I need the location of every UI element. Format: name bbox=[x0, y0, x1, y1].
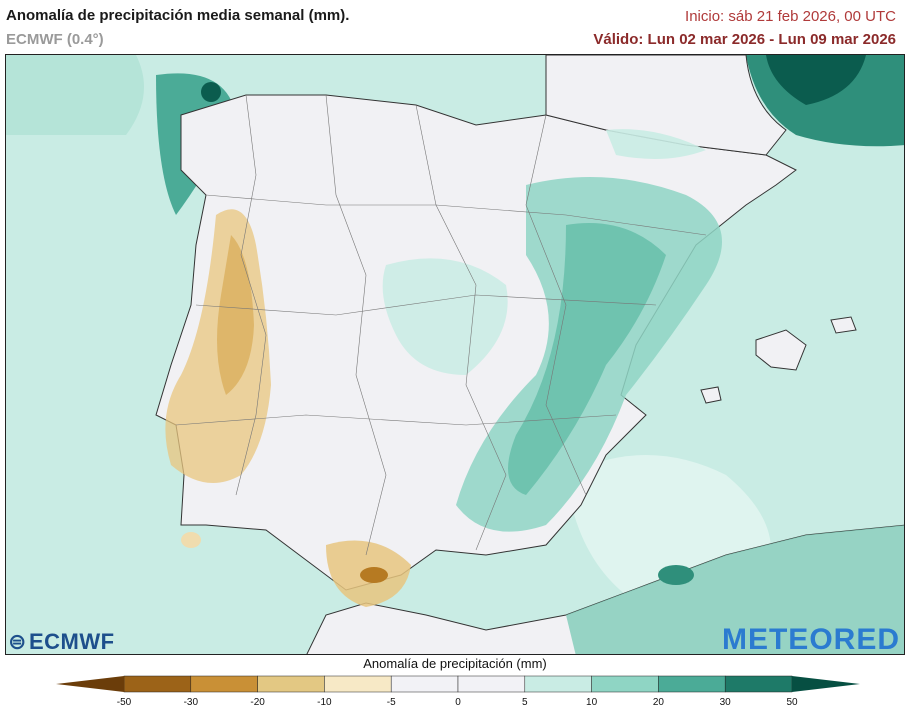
wet-galicia-core bbox=[201, 82, 221, 102]
colorbar-tick-label: -30 bbox=[183, 697, 199, 708]
precipitation-anomaly-map[interactable] bbox=[5, 54, 905, 655]
wet-center bbox=[382, 258, 508, 375]
colorbar-segments bbox=[123, 675, 793, 693]
map-title: Anomalía de precipitación media semanal … bbox=[6, 7, 350, 24]
colorbar-segment bbox=[524, 675, 592, 693]
ibiza bbox=[700, 386, 722, 404]
sea-north bbox=[6, 55, 144, 135]
colorbar-tick-label: 20 bbox=[652, 697, 664, 708]
colorbar-segment bbox=[257, 675, 325, 693]
wet-africa bbox=[566, 525, 904, 654]
init-time: Inicio: sáb 21 feb 2026, 00 UTC bbox=[685, 8, 896, 25]
colorbar-tick-label: -20 bbox=[250, 697, 265, 708]
colorbar-segment bbox=[190, 675, 258, 693]
ecmwf-icon: ⊜ bbox=[8, 629, 27, 654]
colorbar-tick-label: 0 bbox=[455, 697, 461, 708]
wet-lion-core bbox=[766, 55, 866, 105]
colorbar-arrow-right bbox=[792, 676, 860, 692]
colorbar-segment bbox=[591, 675, 659, 693]
colorbar-segment bbox=[324, 675, 392, 693]
colorbar-segment bbox=[123, 675, 192, 693]
legend-title: Anomalía de precipitación (mm) bbox=[363, 656, 547, 671]
map-canvas bbox=[6, 55, 904, 654]
wet-africa-core bbox=[658, 565, 694, 585]
ecmwf-logo: ⊜ECMWF bbox=[8, 629, 115, 654]
dry-cadiz bbox=[181, 532, 201, 548]
dry-andalusia-core bbox=[360, 567, 388, 583]
dry-portugal-inner bbox=[217, 235, 254, 395]
colorbar-segment bbox=[390, 675, 459, 693]
colorbar-tick-label: -5 bbox=[386, 697, 396, 708]
colorbar-tick-label: -50 bbox=[116, 697, 132, 708]
colorbar-tick-label: 10 bbox=[586, 697, 598, 708]
colorbar bbox=[56, 675, 860, 693]
colorbar-segment bbox=[457, 675, 526, 693]
colorbar-tick-label: 50 bbox=[786, 697, 798, 708]
regional-borders bbox=[175, 94, 707, 556]
colorbar-tick-label: 30 bbox=[719, 697, 731, 708]
valid-period: Válido: Lun 02 mar 2026 - Lun 09 mar 202… bbox=[593, 31, 896, 48]
model-label: ECMWF (0.4°) bbox=[6, 31, 104, 48]
colorbar-segment bbox=[724, 675, 793, 693]
colorbar-segment bbox=[658, 675, 726, 693]
colorbar-ticks: -50 -30 -20 -10 -5 0 5 10 20 30 50 bbox=[0, 697, 910, 710]
colorbar-arrow-left bbox=[56, 676, 124, 692]
wet-pyrenees bbox=[606, 129, 706, 159]
meteored-logo: METEORED bbox=[721, 623, 900, 656]
mallorca bbox=[755, 329, 807, 371]
colorbar-tick-label: 5 bbox=[522, 697, 528, 708]
colorbar-tick-label: -10 bbox=[317, 697, 332, 708]
menorca bbox=[830, 316, 857, 334]
wet-east-inner bbox=[508, 223, 666, 495]
